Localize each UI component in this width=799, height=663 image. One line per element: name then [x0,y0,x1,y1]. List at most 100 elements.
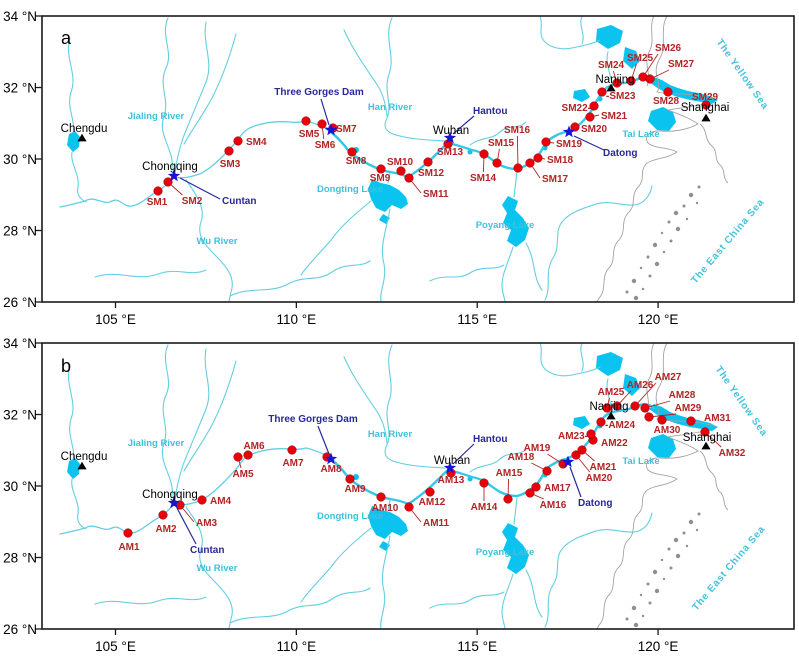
site-marker-sm9 [376,164,386,174]
island [648,601,652,605]
coastline [699,123,729,184]
site-label-am3: AM3 [196,518,218,529]
island [652,569,658,575]
site-marker-sm15 [492,158,502,168]
lon-tick-label: 110 °E [277,312,317,327]
site-marker-am15 [503,494,513,504]
water-label-dongting-lake: Dongting Lake [317,511,383,522]
city-label-chengdu: Chengdu [61,123,108,135]
site-marker-am7 [287,445,297,455]
site-label-am2: AM2 [155,524,177,535]
water-label-tai-lake: Tai Lake [622,456,659,467]
site-connector-sm2 [170,184,183,196]
site-label-am30: AM30 [654,425,681,436]
lake-shape [67,458,80,479]
site-marker-am14 [479,478,489,488]
water-label-han-river: Han River [368,429,413,440]
site-connector-am27 [637,382,657,404]
site-label-sm28: SM28 [653,96,680,107]
island [633,622,639,628]
island [685,217,689,221]
site-label-sm21: SM21 [601,111,628,122]
site-connector-sm15 [497,148,500,159]
lake-shape [368,179,408,212]
coastline [596,430,705,629]
site-label-sm24: SM24 [598,60,625,71]
lake-shape [502,523,529,574]
water-label-dongting-lake: Dongting Lake [317,184,383,195]
site-label-am29: AM29 [675,403,702,414]
lake-shape [368,506,408,539]
island [669,566,673,570]
station-callout-line-datong [569,466,582,498]
site-label-am19: AM19 [524,443,551,454]
site-label-sm16: SM16 [504,125,531,136]
site-label-am5: AM5 [232,469,254,480]
tributary-river [161,344,175,504]
island [654,261,660,267]
site-label-am27: AM27 [655,372,682,383]
city-marker-shanghai [701,441,711,450]
lat-tick-label: 28 °N [3,224,37,239]
lake-shape [648,434,676,458]
panel-b: 34 °N 32 °N 30 °N 28 °N 26 °N 105 °E 110 °E 115… [3,336,795,654]
yangtze-estuary [649,404,718,431]
city-label-shanghai: Shanghai [681,102,730,114]
island [675,553,681,559]
station-callout-line-cuntan [176,507,197,545]
coastline [699,450,729,511]
station-label-three-gorges-dam: Three Gorges Dam [274,87,364,98]
site-label-am24: -AM24 [605,420,635,431]
station-star-datong [562,125,576,138]
tributary-river [525,569,543,618]
site-connector-am16 [533,494,544,500]
site-connector-sm11 [411,181,422,194]
tributary-river [229,587,371,624]
site-marker-sm4 [233,136,243,146]
site-label-sm20: SM20 [581,124,608,135]
site-connector-am32 [707,434,722,448]
station-callout-line-cuntan [179,177,221,200]
site-connector-sm14 [482,158,485,173]
sea-label-the-east-china-sea: The East China Sea [689,197,766,286]
site-marker-sm11 [404,173,414,183]
tributary-river [544,512,653,628]
island [695,201,699,205]
city-label-nanjing: Nanjing [596,74,635,86]
site-connector-am26 [619,390,632,404]
site-connector-am18 [531,462,544,470]
site-marker-am11 [404,502,414,512]
site-marker-sm28 [663,87,673,97]
island [641,614,645,618]
yangtze-estuary [649,77,718,104]
station-star-three-gorges-dam [324,123,338,136]
island [695,528,699,532]
lake-shape [623,47,640,69]
city-label-chengdu: Chengdu [61,451,108,463]
site-label-sm22: SM22- [562,103,591,114]
site-label-sm19: SM19 [556,139,583,150]
site-label-sm26: SM26 [655,43,682,54]
island [625,617,629,621]
site-marker-am16 [525,488,535,498]
coastline [655,343,717,428]
site-label-am12: AM12 [419,497,446,508]
lake-shape [596,352,623,376]
tributary-river [174,348,210,502]
site-label-sm9: SM9 [370,173,391,184]
tributary-river [544,185,653,301]
site-label-sm23: -SM23 [606,91,636,102]
tributary-river [501,573,514,629]
island [648,274,652,278]
site-marker-sm18 [533,153,543,163]
panel-a: 34 °N 32 °N 30 °N 28 °N 26 °N 105 °E 110 °E 115… [3,9,795,327]
station-callout-line-three-gorges-dam [320,98,330,126]
island [669,239,673,243]
station-star-three-gorges-dam [324,452,338,465]
site-marker-sm23 [597,87,607,97]
site-connector-am5 [238,461,242,469]
base-map [59,16,729,302]
island [652,242,658,248]
site-label-am18: AM18 [508,452,535,463]
city-label-chongqing: Chongqing [142,161,198,173]
